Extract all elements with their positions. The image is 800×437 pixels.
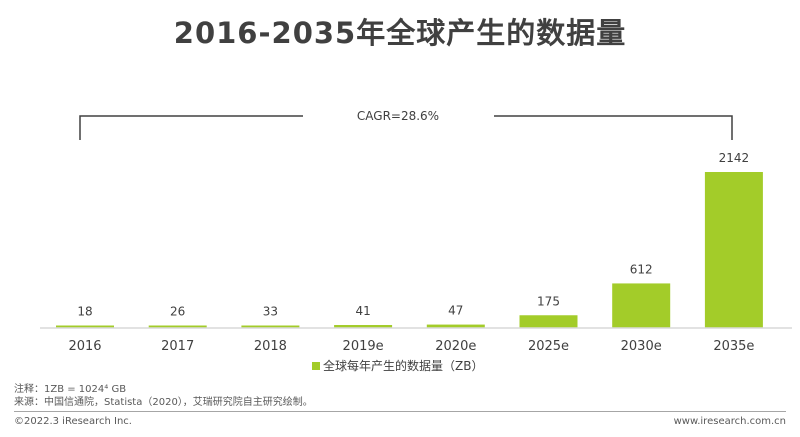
- x-tick-2017: 2017: [161, 339, 194, 354]
- chart-title: 2016-2035年全球产生的数据量: [173, 16, 627, 50]
- x-tick-2016: 2016: [68, 339, 101, 354]
- x-tick-labels-group: 2016 2017 2018 2019e 2020e 2025e 2030e 2035e: [68, 339, 754, 354]
- bar-2019e: [334, 325, 393, 328]
- legend: 全球每年产生的数据量（ZB）: [312, 358, 483, 373]
- value-label-2017: 26: [170, 305, 185, 319]
- cagr-label: CAGR=28.6%: [357, 109, 439, 123]
- x-tick-2020e: 2020e: [435, 339, 476, 354]
- footer-copyright: ©2022.3 iResearch Inc.: [14, 416, 132, 427]
- x-tick-2030e: 2030e: [621, 339, 662, 354]
- bar-2020e: [426, 324, 485, 328]
- bar-2017: [148, 325, 207, 328]
- value-labels-group: 18 26 33 41 47 175 612 2142: [77, 151, 749, 319]
- value-label-2016: 18: [77, 305, 92, 319]
- bar-2030e: [612, 283, 671, 328]
- value-label-2018: 33: [263, 305, 278, 319]
- value-label-2030e: 612: [630, 262, 653, 276]
- footer-website: www.iresearch.com.cn: [673, 416, 786, 427]
- bars-group: [56, 172, 763, 328]
- legend-label: 全球每年产生的数据量（ZB）: [323, 358, 483, 373]
- legend-swatch: [312, 362, 320, 370]
- cagr-annotation: CAGR=28.6%: [79, 109, 733, 140]
- value-label-2020e: 47: [448, 304, 463, 318]
- x-tick-2025e: 2025e: [528, 339, 569, 354]
- x-tick-2035e: 2035e: [713, 339, 754, 354]
- x-tick-2019e: 2019e: [343, 339, 384, 354]
- chart-note: 注释：1ZB = 1024⁴ GB: [14, 384, 127, 395]
- cagr-bracket-left: [79, 115, 303, 140]
- cagr-bracket-right: [494, 115, 733, 140]
- value-label-2035e: 2142: [719, 151, 750, 165]
- bar-2035e: [704, 172, 763, 328]
- value-label-2019e: 41: [355, 304, 370, 318]
- bar-2025e: [519, 315, 578, 328]
- value-label-2025e: 175: [537, 294, 560, 308]
- chart-source: 来源：中国信通院，Statista（2020），艾瑞研究院自主研究绘制。: [14, 397, 313, 408]
- bar-2018: [241, 325, 300, 328]
- bar-2016: [56, 325, 114, 328]
- x-tick-2018: 2018: [254, 339, 287, 354]
- footer-divider: [14, 411, 786, 412]
